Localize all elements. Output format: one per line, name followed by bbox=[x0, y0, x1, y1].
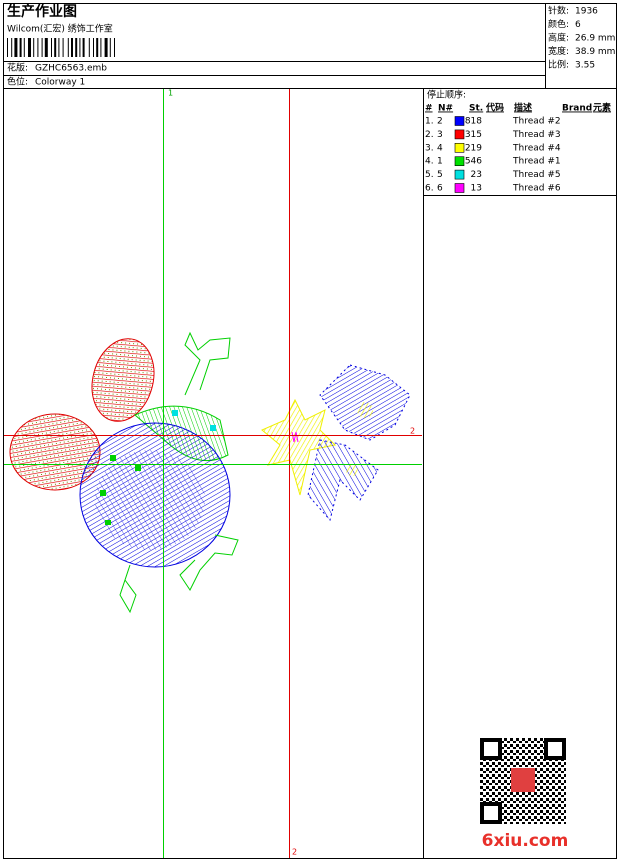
row-description: Thread #1 bbox=[512, 157, 561, 167]
colorway: Colorway 1 bbox=[35, 78, 85, 88]
barcode-bar bbox=[44, 38, 48, 57]
column-header: 元素 bbox=[593, 102, 611, 114]
row-needle: 2 bbox=[437, 117, 443, 127]
color-swatch bbox=[454, 183, 465, 193]
row-description: Thread #5 bbox=[512, 170, 561, 180]
barcode-bar bbox=[62, 38, 64, 57]
barcode bbox=[7, 38, 115, 57]
sequence-title: 停止顺序: bbox=[427, 89, 466, 101]
column-header: Brand bbox=[562, 104, 592, 114]
stat-value: 26.9 mm bbox=[575, 34, 615, 44]
barcode-bar bbox=[67, 38, 69, 57]
row-stitches: 23 bbox=[471, 170, 482, 180]
barcode-bar bbox=[28, 38, 31, 57]
design-label: 花版: bbox=[7, 62, 28, 74]
guide-label: 1 bbox=[168, 89, 173, 98]
barcode-bar bbox=[93, 38, 94, 57]
barcode-bar bbox=[82, 38, 85, 57]
barcode-bar bbox=[7, 38, 8, 57]
column-header: 代码 bbox=[485, 102, 504, 114]
barcode-bar bbox=[51, 38, 52, 57]
stat-value: 1936 bbox=[575, 7, 598, 17]
row-stitches: 13 bbox=[471, 184, 482, 194]
row-description: Thread #6 bbox=[512, 184, 561, 194]
barcode-bar bbox=[96, 38, 99, 57]
barcode-bar bbox=[41, 38, 43, 57]
color-swatch bbox=[454, 129, 465, 140]
embroidery-preview bbox=[9, 331, 411, 614]
guide-label: 2 bbox=[410, 427, 415, 436]
row-needle: 6 bbox=[437, 184, 443, 194]
barcode-bar bbox=[75, 38, 78, 57]
row-stitches: 546 bbox=[465, 157, 482, 167]
stat-value: 38.9 mm bbox=[575, 47, 615, 57]
barcode-bar bbox=[114, 38, 115, 57]
column-header: 描述 bbox=[514, 102, 532, 114]
barcode-bar bbox=[19, 38, 22, 57]
column-header: # bbox=[425, 104, 433, 114]
row-needle: 5 bbox=[437, 170, 443, 180]
row-needle: 4 bbox=[437, 143, 443, 153]
color-swatch bbox=[454, 143, 465, 153]
stat-value: 3.55 bbox=[575, 61, 595, 71]
barcode-bar bbox=[104, 38, 108, 57]
row-stitches: 219 bbox=[465, 143, 482, 153]
barcode-bar bbox=[54, 38, 57, 57]
stat-value: 6 bbox=[575, 20, 581, 30]
row-index: 5. bbox=[425, 170, 434, 180]
guides bbox=[4, 89, 422, 858]
row-needle: 3 bbox=[437, 130, 443, 140]
stat-label: 宽度: bbox=[548, 45, 569, 57]
row-stitches: 315 bbox=[465, 130, 482, 140]
row-description: Thread #4 bbox=[512, 143, 561, 153]
barcode-bar bbox=[100, 38, 102, 57]
barcode-bar bbox=[109, 38, 111, 57]
title: 生产作业图 bbox=[7, 3, 77, 20]
barcode-bar bbox=[71, 38, 73, 57]
stat-label: 比例: bbox=[548, 59, 569, 71]
colorway-label: 色位: bbox=[7, 76, 28, 88]
barcode-bar bbox=[88, 38, 90, 57]
barcode-bar bbox=[33, 38, 35, 57]
row-description: Thread #3 bbox=[512, 130, 561, 140]
stat-label: 高度: bbox=[548, 32, 569, 44]
color-swatch bbox=[454, 169, 465, 180]
row-needle: 1 bbox=[437, 157, 443, 167]
design-file: GZHC6563.emb bbox=[35, 64, 107, 74]
guide-label: 2 bbox=[292, 848, 297, 857]
color-swatch bbox=[454, 116, 465, 126]
stat-label: 针数: bbox=[548, 5, 569, 17]
barcode-bar bbox=[14, 38, 18, 57]
color-swatch bbox=[454, 156, 465, 166]
row-stitches: 818 bbox=[465, 117, 482, 127]
barcode-bar bbox=[37, 38, 39, 57]
barcode-bar bbox=[11, 38, 13, 57]
column-header: N# bbox=[438, 104, 453, 114]
row-index: 1. bbox=[425, 117, 434, 127]
row-index: 2. bbox=[425, 130, 434, 140]
qr-code bbox=[480, 738, 566, 824]
row-index: 3. bbox=[425, 143, 434, 153]
frame bbox=[3, 3, 617, 859]
barcode-bar bbox=[23, 38, 25, 57]
row-index: 6. bbox=[425, 184, 434, 194]
watermark: 6xiu.com bbox=[482, 831, 569, 851]
row-description: Thread #2 bbox=[512, 117, 561, 127]
barcode-bar bbox=[58, 38, 60, 57]
row-index: 4. bbox=[425, 157, 434, 167]
company: Wilcom(汇宏) 绣饰工作室 bbox=[7, 23, 113, 35]
barcode-bar bbox=[79, 38, 81, 57]
stat-label: 颜色: bbox=[548, 18, 569, 30]
column-header: St. bbox=[469, 104, 483, 114]
